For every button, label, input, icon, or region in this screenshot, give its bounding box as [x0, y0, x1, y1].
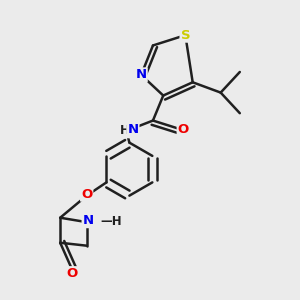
- Text: N: N: [82, 214, 94, 227]
- Text: H: H: [120, 124, 130, 137]
- Text: S: S: [181, 29, 190, 42]
- Text: O: O: [81, 188, 92, 201]
- Text: —H: —H: [100, 215, 122, 228]
- Text: N: N: [136, 68, 147, 81]
- Text: O: O: [178, 123, 189, 136]
- Text: O: O: [66, 267, 78, 280]
- Text: N: N: [128, 124, 139, 136]
